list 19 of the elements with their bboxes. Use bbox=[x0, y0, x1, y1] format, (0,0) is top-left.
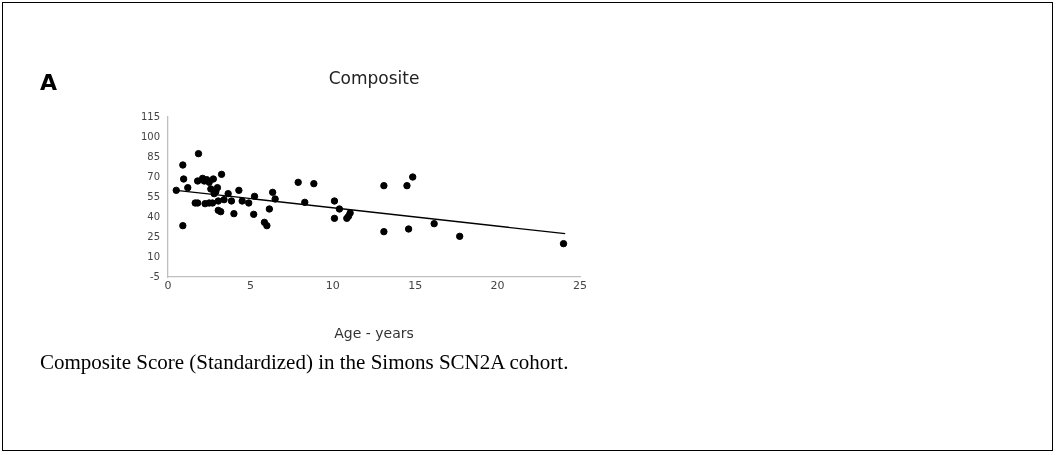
x-tick-label: 25 bbox=[573, 279, 587, 293]
y-tick-label: 70 bbox=[147, 170, 160, 182]
x-tick-label: 5 bbox=[246, 279, 254, 293]
y-tick-label: 100 bbox=[140, 130, 160, 142]
y-tick-label: 40 bbox=[147, 210, 160, 222]
y-tick-label: 10 bbox=[147, 250, 160, 262]
x-tick-label: 15 bbox=[408, 279, 423, 293]
x-tick-label: 0 bbox=[164, 279, 172, 293]
text: A bbox=[40, 70, 58, 95]
y-tick-label: 55 bbox=[147, 190, 160, 202]
x-tick-label: 10 bbox=[325, 279, 340, 293]
x-tick-label: 20 bbox=[490, 279, 505, 293]
text: Composite Score (Standardized) in the Simons SCN2A cohort. bbox=[40, 350, 569, 375]
y-tick-label: 115 bbox=[140, 110, 160, 122]
x-axis-title: Age - years bbox=[334, 325, 414, 342]
chart-title: Composite bbox=[328, 68, 420, 89]
y-tick-label: 25 bbox=[147, 230, 160, 242]
y-tick-label: -5 bbox=[150, 270, 160, 282]
y-tick-label: 85 bbox=[147, 150, 160, 162]
